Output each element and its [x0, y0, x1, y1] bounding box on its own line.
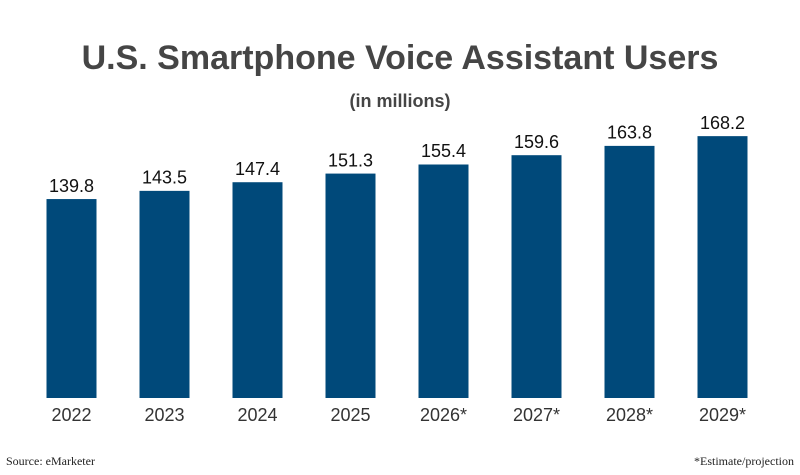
- value-label: 147.4: [235, 159, 280, 179]
- value-label: 168.2: [700, 113, 745, 133]
- x-tick-label: 2023: [144, 405, 184, 425]
- value-label: 151.3: [328, 150, 373, 170]
- value-label: 163.8: [607, 123, 652, 143]
- value-label: 143.5: [142, 168, 187, 188]
- x-tick-label: 2028*: [606, 405, 653, 425]
- x-tick-label: 2027*: [513, 405, 560, 425]
- bar: [46, 199, 97, 398]
- bar: [232, 182, 283, 398]
- value-label: 139.8: [49, 176, 94, 196]
- footnote: *Estimate/projection: [694, 454, 794, 468]
- x-tick-label: 2022: [51, 405, 91, 425]
- x-tick-label: 2025: [330, 405, 370, 425]
- source: Source: eMarketer: [6, 454, 95, 468]
- value-label: 159.6: [514, 132, 559, 152]
- bar: [139, 190, 190, 398]
- bar: [604, 145, 655, 398]
- bar: [325, 173, 376, 398]
- x-tick-label: 2026*: [420, 405, 467, 425]
- x-tick-label: 2024: [237, 405, 277, 425]
- bar: [511, 155, 562, 398]
- x-tick-label: 2029*: [699, 405, 746, 425]
- bar: [418, 164, 469, 398]
- bar: [697, 136, 748, 398]
- chart-subtitle: (in millions): [350, 91, 451, 111]
- value-label: 155.4: [421, 141, 466, 161]
- chart-title: U.S. Smartphone Voice Assistant Users: [82, 39, 719, 77]
